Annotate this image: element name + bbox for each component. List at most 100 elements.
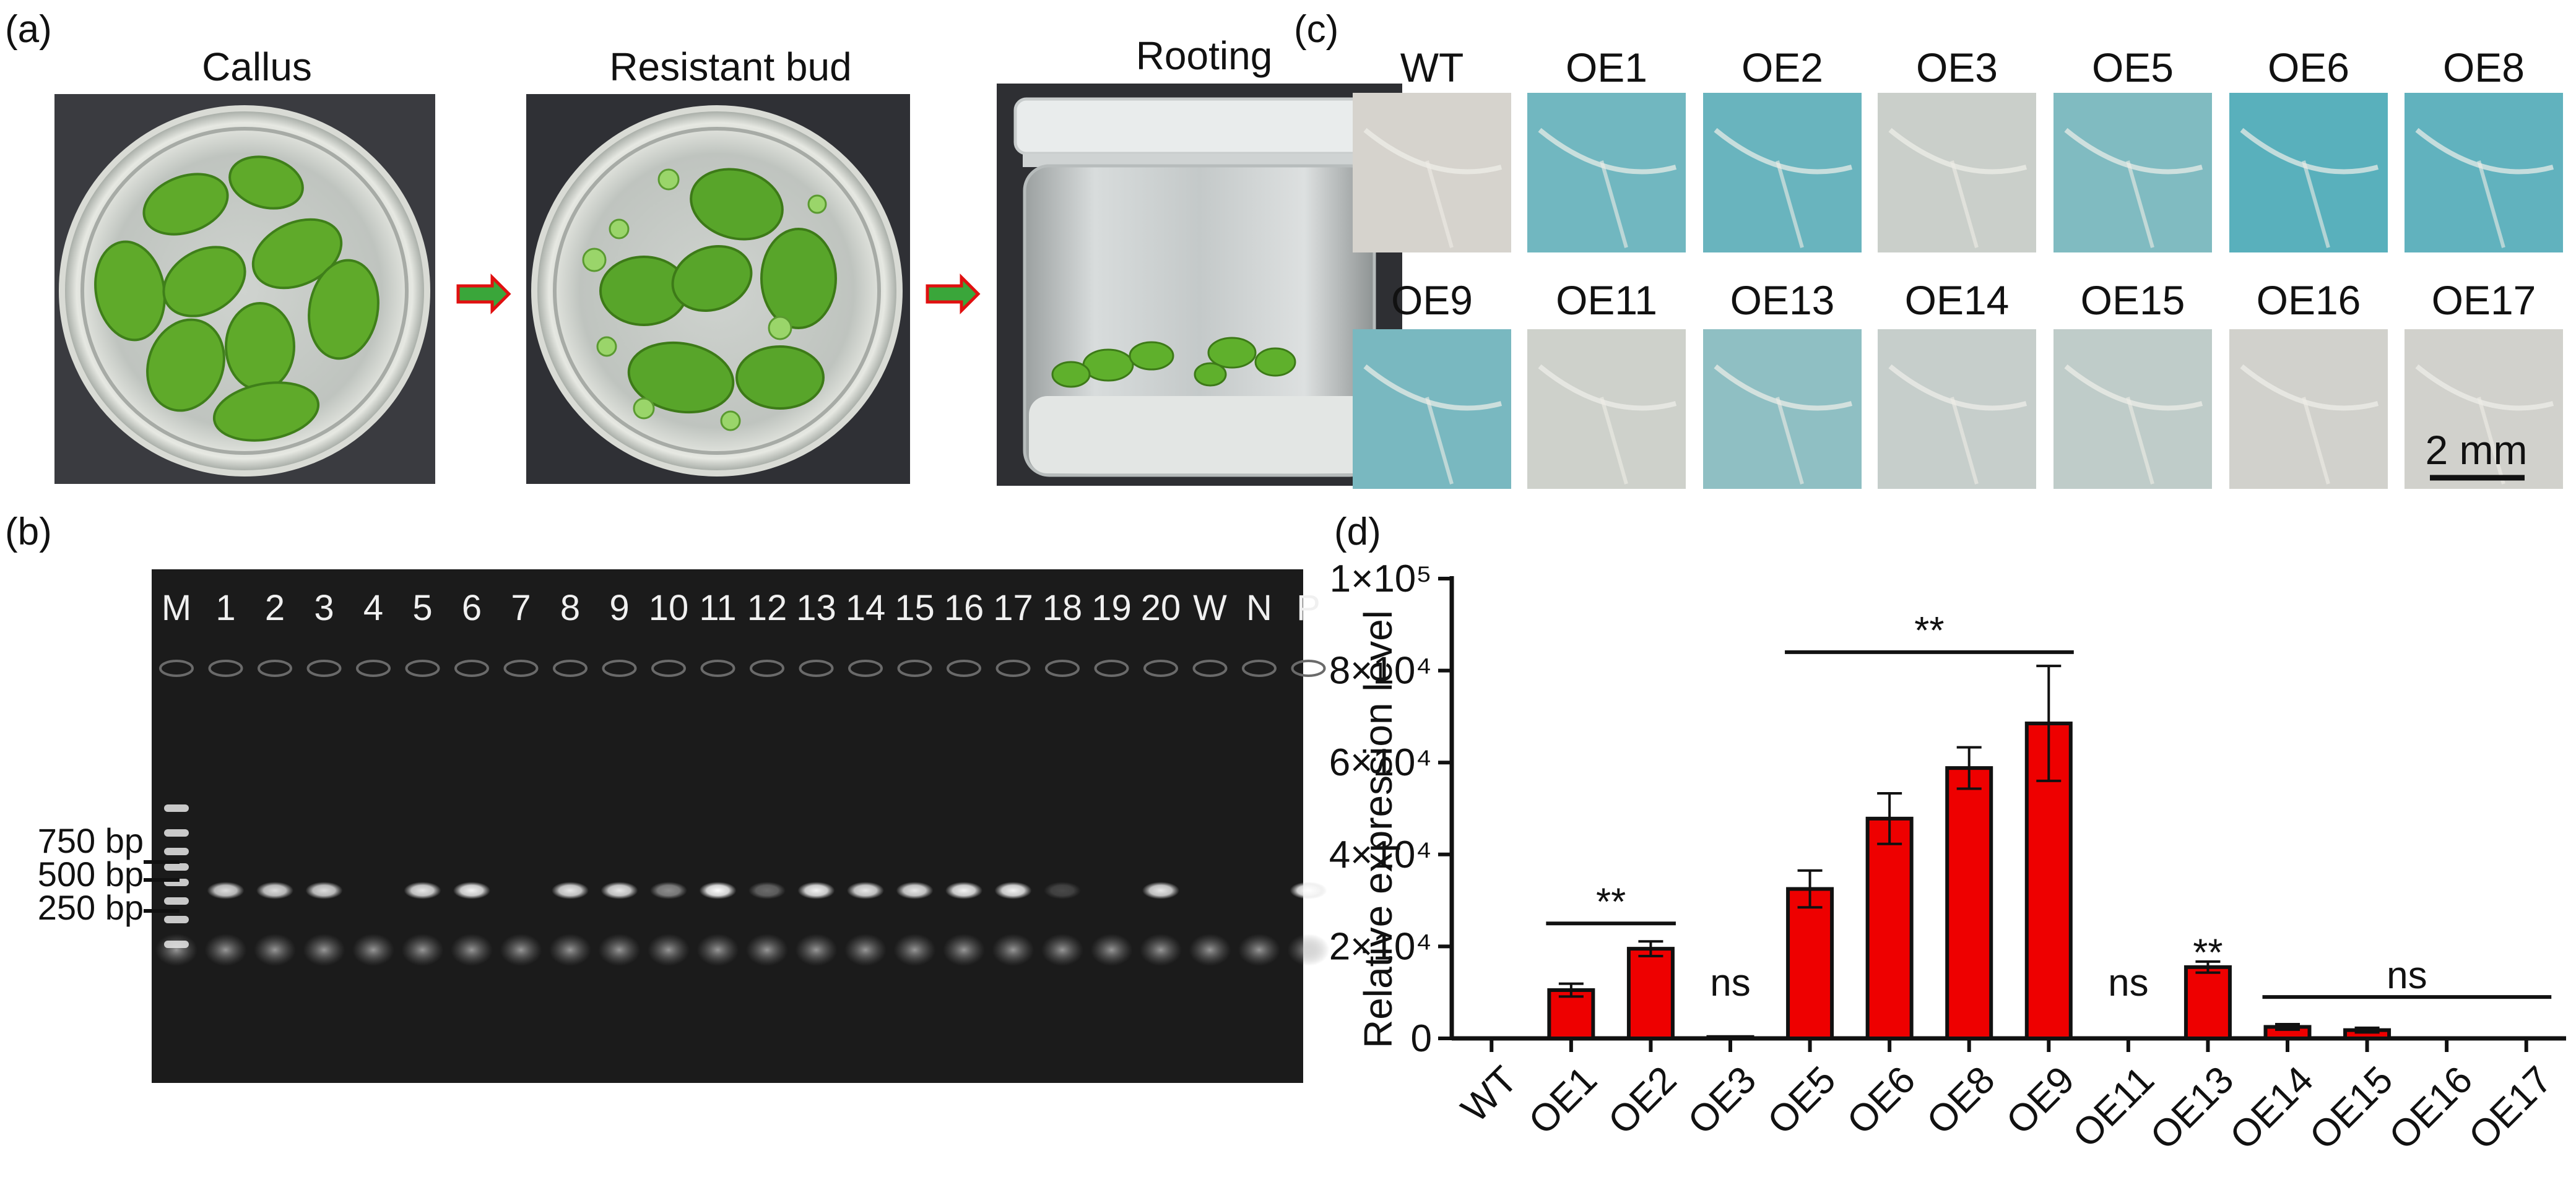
y-tick-label: 2×10⁴ xyxy=(1329,925,1432,968)
lane-number: 20 xyxy=(1141,588,1181,628)
lane-number: 1 xyxy=(215,588,235,628)
gel-lane-7: 7 xyxy=(500,588,542,966)
leaf-vein xyxy=(2477,160,2505,248)
pcr-band xyxy=(1290,882,1327,899)
callus-dish-photo xyxy=(54,94,435,484)
ladder-band xyxy=(164,897,189,905)
pcr-band xyxy=(945,882,982,899)
leaf-label: OE1 xyxy=(1566,45,1647,90)
lane-number: 6 xyxy=(462,588,482,628)
gel-lane-10: 10 xyxy=(648,588,690,966)
lane-number: 15 xyxy=(895,588,935,628)
significance-annotation: ns xyxy=(2262,954,2552,999)
gel-well xyxy=(356,660,391,677)
x-tick-label: OE2 xyxy=(1600,1058,1685,1143)
y-tick-label: 1×10⁵ xyxy=(1330,558,1432,600)
gel-lane-5: 5 xyxy=(401,588,444,966)
significance-label: ** xyxy=(2193,932,2223,975)
rooting-jar-photo xyxy=(997,84,1402,486)
significance-annotation: ** xyxy=(1785,610,2074,654)
leaf-vein xyxy=(1888,364,2027,411)
bar xyxy=(1706,1035,1754,1040)
x-tick-label: OE1 xyxy=(1520,1058,1605,1143)
primer-dimer-smear xyxy=(795,934,838,966)
leaf-label: OE16 xyxy=(2257,277,2361,323)
gel-well xyxy=(1045,660,1080,677)
bar-OE13 xyxy=(2184,960,2232,1040)
gel-well xyxy=(848,660,883,677)
primer-dimer-smear xyxy=(598,934,641,966)
leaf-vein xyxy=(1425,160,1454,248)
x-tick-label: OE15 xyxy=(2302,1058,2401,1158)
leaf-vein xyxy=(1776,397,1804,485)
primer-dimer-smear xyxy=(1090,934,1133,966)
gel-well xyxy=(947,660,981,677)
lane-number: P xyxy=(1296,588,1321,628)
gel-lane-W: W xyxy=(1189,588,1231,966)
leaf-tile-OE5: OE5 xyxy=(2053,45,2212,252)
resistant-bud-dish-photo xyxy=(526,94,910,484)
primer-dimer-smear xyxy=(451,934,493,966)
lane-number: 16 xyxy=(944,588,984,628)
gel-well xyxy=(306,660,342,677)
pcr-band xyxy=(552,882,589,899)
primer-dimer-smear xyxy=(1238,934,1280,966)
leaf-label: OE13 xyxy=(1730,277,1835,323)
gel-lane-16: 16 xyxy=(943,588,985,966)
lane-number: M xyxy=(162,588,191,628)
pcr-band xyxy=(650,882,687,899)
pcr-band xyxy=(847,882,884,899)
leaf-vein xyxy=(2064,364,2203,411)
leaf-vein xyxy=(1363,364,1503,411)
lane-number: 2 xyxy=(265,588,285,628)
bar-OE8 xyxy=(1945,746,1993,1040)
primer-dimer-smear xyxy=(254,934,296,966)
lane-number: 19 xyxy=(1091,588,1132,628)
gel-well xyxy=(897,660,932,677)
leaf-vein xyxy=(2126,160,2154,248)
pcr-band xyxy=(404,882,441,899)
ladder-label-750: 750 bp xyxy=(38,821,144,860)
primer-dimer-smear xyxy=(303,934,345,966)
gel-lane-15: 15 xyxy=(893,588,936,966)
primer-dimer-smear xyxy=(352,934,394,966)
panel-label-b: (b) xyxy=(5,511,52,553)
significance-annotation: ** xyxy=(1546,881,1676,926)
leaf-tile-OE1: OE1 xyxy=(1527,45,1686,252)
leaf-tile-OE17: OE17 xyxy=(2405,277,2563,489)
y-tick-label: 4×10⁴ xyxy=(1329,834,1432,876)
lane-number: 10 xyxy=(649,588,689,628)
leaf-tile-OE9: OE9 xyxy=(1353,277,1511,489)
bar-OE3 xyxy=(1706,1035,1754,1040)
pcr-band xyxy=(797,882,835,899)
pcr-band xyxy=(453,882,490,899)
gel-well xyxy=(208,660,243,677)
leaf-tile-OE2: OE2 xyxy=(1703,45,1862,252)
leaf-vein xyxy=(1538,127,1677,175)
panel-a: Callus Resistant bud Rooting xyxy=(54,33,1402,486)
x-tick-label: OE8 xyxy=(1919,1058,2003,1143)
stage-label-rooting: Rooting xyxy=(1136,33,1273,78)
gel-well xyxy=(651,660,686,677)
leaf-label: OE6 xyxy=(2268,45,2349,90)
pcr-band xyxy=(1044,882,1081,899)
leaf-label: OE15 xyxy=(2081,277,2185,323)
gel-well xyxy=(258,660,292,677)
bar-OE2 xyxy=(1626,940,1675,1040)
pcr-band xyxy=(256,882,293,899)
leaf-vein xyxy=(1600,397,1628,485)
gel-lane-9: 9 xyxy=(598,588,641,966)
gel-lane-12: 12 xyxy=(746,588,788,966)
gel-well xyxy=(750,660,784,677)
bar xyxy=(1626,947,1675,1040)
lane-number: 13 xyxy=(796,588,836,628)
bar-OE5 xyxy=(1786,869,1834,1041)
bar xyxy=(2184,965,2232,1040)
leaf-tile-OE16: OE16 xyxy=(2229,277,2388,489)
leaf-vein xyxy=(2302,160,2330,248)
gel-lane-14: 14 xyxy=(844,588,887,966)
gel-well xyxy=(159,660,194,677)
lane-number: N xyxy=(1246,588,1272,628)
primer-dimer-smear xyxy=(696,934,739,966)
